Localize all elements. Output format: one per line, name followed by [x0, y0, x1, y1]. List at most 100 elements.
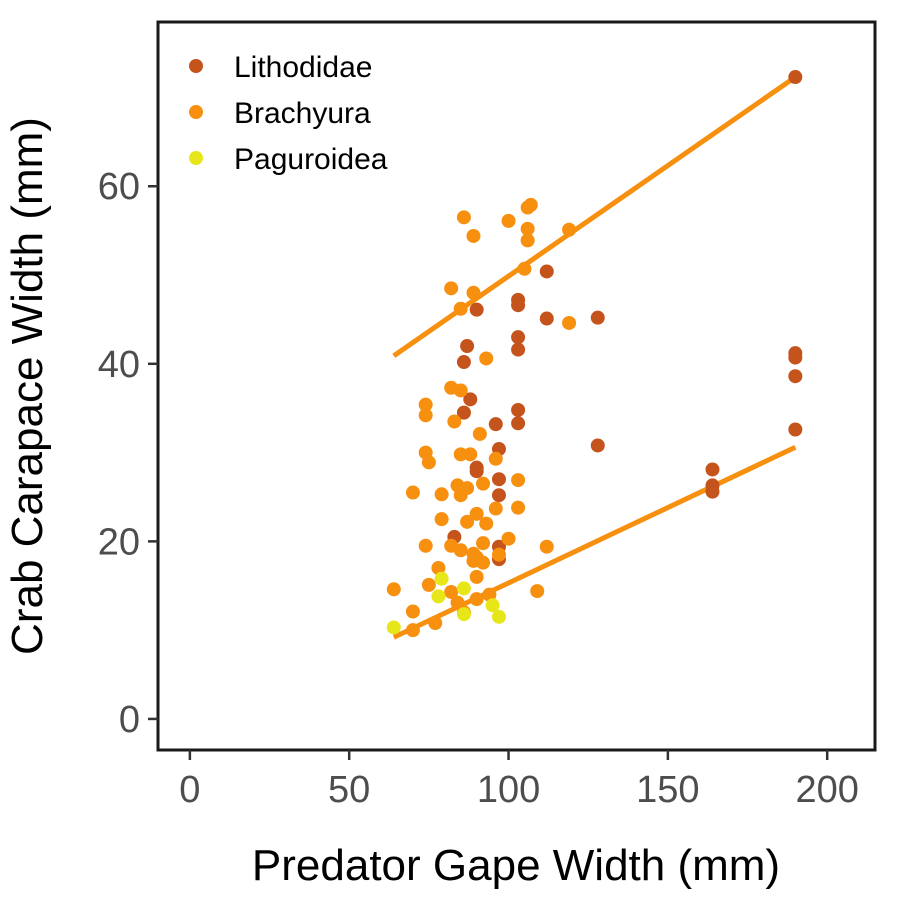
point-brachyura: [405, 623, 420, 638]
legend-key-brachyura: [189, 105, 203, 119]
x-axis-title: Predator Gape Width (mm): [252, 841, 780, 890]
point-paguroidea: [431, 589, 446, 604]
point-brachyura: [469, 592, 484, 607]
point-brachyura: [488, 451, 503, 466]
point-brachyura: [530, 584, 545, 599]
point-brachyura: [386, 582, 401, 597]
legend-key-lithodidae: [189, 59, 203, 73]
point-brachyura: [453, 383, 468, 398]
point-lithodidae: [491, 472, 506, 487]
point-lithodidae: [539, 264, 554, 279]
x-tick-label: 0: [179, 769, 200, 811]
y-tick-label: 0: [119, 699, 140, 741]
point-lithodidae: [590, 310, 605, 325]
point-paguroidea: [485, 598, 500, 613]
point-brachyura: [418, 408, 433, 423]
point-brachyura: [469, 506, 484, 521]
point-lithodidae: [469, 464, 484, 479]
point-brachyura: [520, 221, 535, 236]
point-lithodidae: [491, 488, 506, 503]
axis-ticks: 0 50 100 150 200 0 20 40 60: [98, 166, 859, 811]
point-brachyura: [466, 228, 481, 243]
point-lithodidae: [705, 462, 720, 477]
point-brachyura: [523, 197, 538, 212]
x-tick-label: 50: [328, 769, 370, 811]
point-brachyura: [453, 543, 468, 558]
point-brachyura: [434, 487, 449, 502]
y-tick-label: 60: [98, 166, 140, 208]
point-brachyura: [428, 616, 443, 631]
point-brachyura: [476, 555, 491, 570]
point-brachyura: [434, 512, 449, 527]
x-tick-label: 150: [636, 769, 699, 811]
point-brachyura: [466, 285, 481, 300]
point-brachyura: [463, 447, 478, 462]
point-paguroidea: [386, 620, 401, 635]
data-points: [386, 70, 803, 638]
point-paguroidea: [491, 609, 506, 624]
point-brachyura: [405, 604, 420, 619]
point-brachyura: [421, 577, 436, 592]
x-tick-label: 100: [477, 769, 540, 811]
point-lithodidae: [511, 342, 526, 357]
point-brachyura: [444, 584, 459, 599]
point-brachyura: [476, 476, 491, 491]
x-tick-label: 200: [795, 769, 858, 811]
point-brachyura: [501, 213, 516, 228]
legend-label-brachyura: Brachyura: [234, 97, 371, 130]
legend-label-lithodidae: Lithodidae: [234, 51, 372, 84]
point-brachyura: [539, 539, 554, 554]
point-paguroidea: [456, 607, 471, 622]
point-brachyura: [520, 233, 535, 248]
point-brachyura: [460, 514, 475, 529]
legend-key-paguroidea: [189, 151, 203, 165]
point-lithodidae: [469, 302, 484, 317]
point-brachyura: [488, 501, 503, 516]
point-brachyura: [431, 561, 446, 575]
y-tick-label: 40: [98, 344, 140, 386]
point-brachyura: [444, 281, 459, 296]
point-lithodidae: [590, 438, 605, 453]
point-brachyura: [479, 351, 494, 366]
point-lithodidae: [488, 417, 503, 432]
point-brachyura: [562, 315, 577, 330]
point-lithodidae: [456, 405, 471, 420]
legend-label-paguroidea: Paguroidea: [234, 143, 388, 176]
point-paguroidea: [456, 581, 471, 596]
point-brachyura: [418, 397, 433, 412]
point-brachyura: [517, 261, 532, 276]
plot-panel: [156, 20, 877, 752]
point-lithodidae: [788, 369, 803, 384]
y-tick-label: 20: [98, 521, 140, 563]
legend: Lithodidae Brachyura Paguroidea: [189, 51, 388, 176]
point-lithodidae: [788, 422, 803, 437]
point-brachyura: [456, 210, 471, 225]
point-brachyura: [501, 531, 516, 546]
point-brachyura: [405, 485, 420, 500]
point-brachyura: [460, 481, 475, 496]
point-brachyura: [562, 222, 577, 237]
point-lithodidae: [460, 339, 475, 354]
point-lithodidae: [511, 402, 526, 417]
y-axis-title: Crab Carapace Width (mm): [3, 117, 52, 655]
point-brachyura: [421, 455, 436, 470]
point-lithodidae: [511, 298, 526, 313]
point-brachyura: [511, 473, 526, 488]
point-lithodidae: [705, 484, 720, 499]
point-brachyura: [511, 500, 526, 515]
point-lithodidae: [511, 416, 526, 431]
point-brachyura: [479, 516, 494, 531]
point-brachyura: [469, 569, 484, 584]
point-brachyura: [491, 547, 506, 562]
point-lithodidae: [788, 350, 803, 365]
point-brachyura: [472, 426, 487, 441]
point-paguroidea: [434, 571, 449, 586]
point-lithodidae: [539, 311, 554, 326]
point-brachyura: [453, 301, 468, 316]
point-lithodidae: [511, 330, 526, 345]
point-brachyura: [447, 414, 462, 429]
point-brachyura: [476, 536, 491, 551]
point-lithodidae: [463, 392, 478, 407]
point-lithodidae: [788, 70, 803, 85]
